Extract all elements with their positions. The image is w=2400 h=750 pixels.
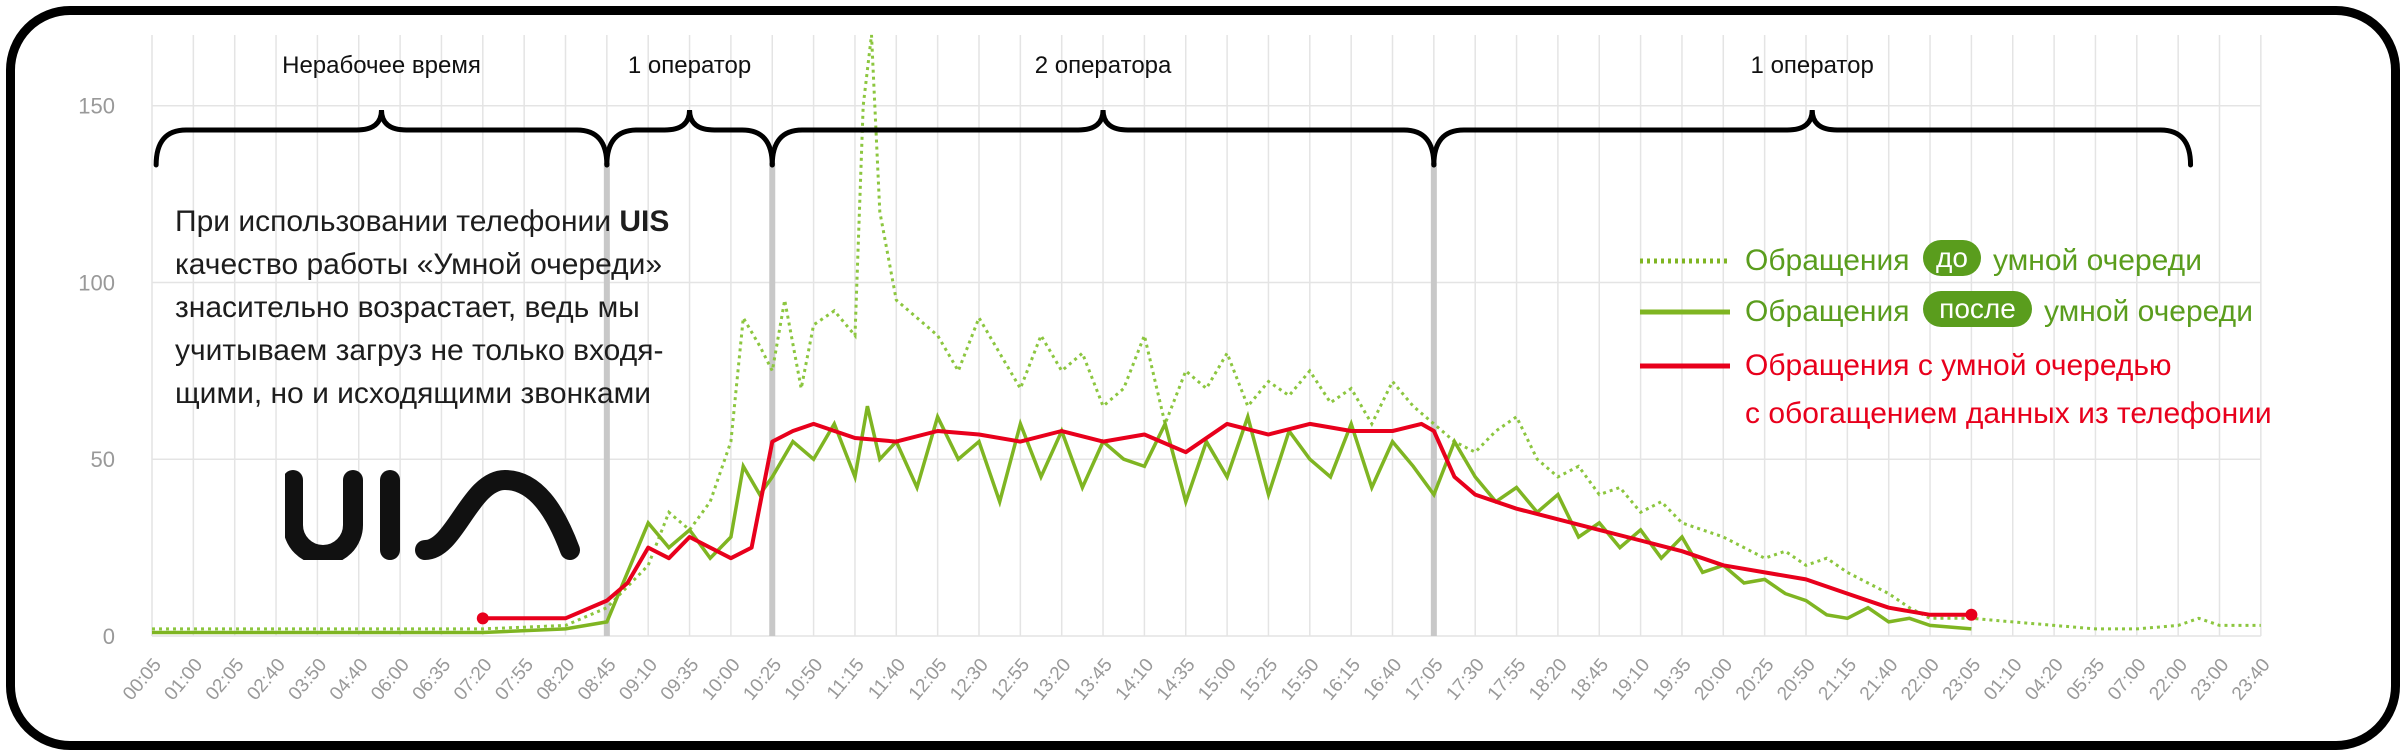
x-tick-label: 20:00	[1690, 655, 1737, 705]
x-tick-label: 22:00	[2145, 655, 2192, 705]
x-tick-label: 16:40	[1360, 655, 1407, 705]
shift-label: Нерабочее время	[282, 52, 481, 79]
legend-dotted-badge-bg	[1923, 240, 1981, 276]
x-tick-label: 15:25	[1236, 655, 1283, 705]
x-tick-label: 23:00	[2187, 655, 2234, 705]
shift-brace	[1431, 109, 2194, 168]
legend-dotted-suffix: умной очереди	[1993, 244, 2202, 277]
x-tick-label: 12:55	[988, 655, 1035, 705]
x-tick-label: 17:30	[1442, 655, 1489, 705]
legend-red-line1: Обращения с умной очередью	[1745, 349, 2171, 382]
x-tick-label: 10:00	[698, 655, 745, 705]
series-line-solid	[152, 405, 1972, 635]
x-tick-label: 20:50	[1773, 655, 1820, 705]
x-tick-label: 17:05	[1401, 655, 1448, 705]
note-part1: При использовании телефонии	[175, 205, 620, 238]
x-tick-label: 17:55	[1484, 655, 1531, 705]
x-tick-label: 02:05	[202, 655, 249, 705]
y-tick-label: 100	[78, 270, 115, 295]
shift-label: 2 оператора	[1035, 52, 1172, 79]
note-brand: UIS	[619, 205, 670, 238]
x-tick-label: 18:45	[1566, 655, 1613, 705]
x-tick-label: 10:50	[781, 655, 828, 705]
x-tick-label: 04:20	[2021, 655, 2068, 705]
x-tick-label: 11:15	[823, 655, 869, 704]
x-tick-label: 14:10	[1112, 655, 1159, 705]
legend-solid-prefix: Обращения	[1745, 295, 1910, 328]
x-tick-label: 09:35	[657, 655, 704, 705]
note-part2: качество работы «Умной очереди» знасител…	[175, 248, 664, 410]
series-endpoint	[476, 612, 489, 625]
x-tick-label: 06:00	[367, 655, 414, 705]
x-tick-label: 23:40	[2228, 655, 2275, 705]
x-tick-label: 16:15	[1318, 655, 1365, 705]
legend-dotted-badge: до	[1936, 242, 1968, 273]
x-tick-label: 15:50	[1277, 655, 1324, 705]
x-tick-label: 00:05	[119, 655, 166, 705]
x-tick-label: 18:20	[1525, 655, 1572, 705]
x-tick-label: 12:05	[905, 655, 952, 705]
series-line-red	[482, 421, 1972, 621]
line-chart: 05010015000:0501:0002:0502:4003:5004:400…	[78, 34, 2275, 705]
x-tick-label: 13:20	[1029, 655, 1076, 705]
x-tick-label: 06:35	[409, 655, 456, 705]
legend-dotted-prefix: Обращения	[1745, 244, 1910, 277]
y-tick-label: 0	[103, 624, 115, 649]
x-tick-label: 19:10	[1608, 655, 1655, 705]
x-tick-label: 21:15	[1815, 655, 1862, 705]
x-tick-label: 11:40	[864, 655, 910, 704]
promo-note: При использовании телефонии UIS качество…	[175, 200, 715, 415]
x-tick-label: 02:40	[243, 655, 290, 705]
x-tick-label: 01:10	[1980, 655, 2027, 705]
x-tick-label: 04:40	[326, 655, 373, 705]
series-line-dotted	[152, 34, 2261, 631]
x-tick-label: 12:30	[946, 655, 993, 705]
x-tick-label: 21:40	[1856, 655, 1903, 705]
x-tick-label: 23:05	[1939, 655, 1986, 705]
x-tick-label: 14:35	[1153, 655, 1200, 705]
y-tick-label: 50	[91, 447, 115, 472]
x-tick-label: 01:00	[161, 655, 208, 705]
legend-solid-badge: после	[1939, 293, 2016, 324]
x-tick-label: 20:25	[1732, 655, 1779, 705]
x-tick-label: 22:00	[1897, 655, 1944, 705]
x-tick-label: 19:35	[1649, 655, 1696, 705]
x-tick-label: 13:45	[1070, 655, 1117, 705]
shift-brace	[769, 109, 1437, 168]
legend-solid-suffix: умной очереди	[2044, 295, 2253, 328]
legend-red-line2: с обогащением данных из телефонии	[1745, 397, 2272, 430]
uis-logo	[285, 470, 580, 560]
x-tick-label: 07:55	[491, 655, 538, 705]
shift-brace	[604, 109, 775, 168]
shift-label: 1 оператор	[1751, 52, 1874, 79]
x-tick-label: 15:00	[1194, 655, 1241, 705]
x-tick-label: 08:20	[533, 655, 580, 705]
x-tick-label: 03:50	[285, 655, 332, 705]
x-tick-label: 07:20	[450, 655, 497, 705]
x-tick-label: 09:10	[615, 655, 662, 705]
x-tick-label: 05:35	[2063, 655, 2110, 705]
x-tick-label: 07:00	[2104, 655, 2151, 705]
chart-frame: 0 50 100 150 00:05 01:00 02:05 02:40 03:50 04:40 0…	[6, 6, 2400, 750]
legend-solid-badge-bg	[1923, 291, 2032, 327]
series-endpoint	[1965, 608, 1978, 621]
x-tick-label: 08:45	[574, 655, 621, 705]
y-tick-label: 150	[78, 94, 115, 119]
shift-label: 1 оператор	[628, 52, 751, 79]
x-tick-label: 10:25	[739, 655, 786, 705]
shift-brace	[153, 109, 610, 168]
